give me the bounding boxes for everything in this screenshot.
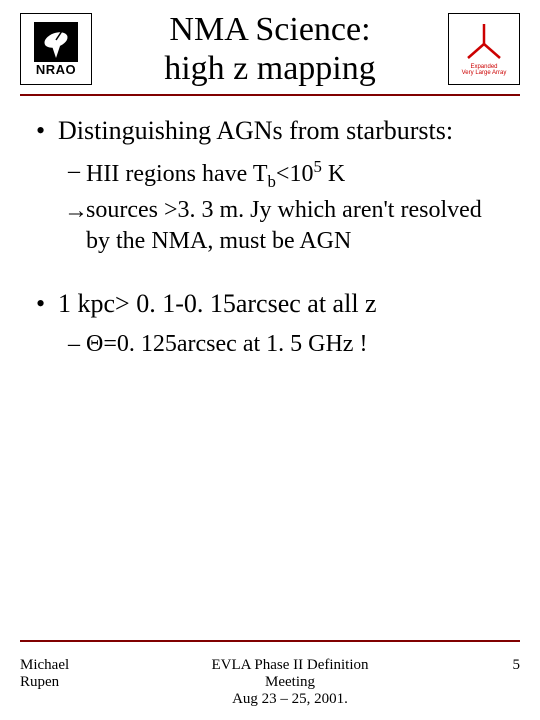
bullet-1a: HII regions have Tb<105 K [68,156,510,193]
evla-logo: Expanded Very Large Array [448,13,520,85]
title-line-1: NMA Science: [169,11,370,48]
bullet-2a: Θ=0. 125arcsec at 1. 5 GHz ! [68,329,510,360]
header: NRAO NMA Science: high z mapping Expande… [0,0,540,88]
nrao-logo-text: NRAO [36,62,76,77]
spacer [40,259,510,287]
dish-icon [34,22,78,62]
rule-top [20,94,520,96]
evla-logo-text: Expanded Very Large Array [462,64,507,77]
footer-meeting: EVLA Phase II Definition Meeting Aug 23 … [120,657,460,708]
bullet-1b: sources >3. 3 m. Jy which aren't resolve… [68,195,510,257]
title-line-2: high z mapping [164,50,376,87]
footer-page-number: 5 [460,657,520,674]
bullet-1: Distinguishing AGNs from starbursts: [40,114,510,148]
rule-bottom [20,640,520,642]
bullet-2: 1 kpc> 0. 1-0. 15arcsec at all z [40,287,510,321]
nrao-logo: NRAO [20,13,92,85]
slide: NRAO NMA Science: high z mapping Expande… [0,0,540,720]
content: Distinguishing AGNs from starbursts: HII… [0,114,540,360]
tripod-icon [462,22,506,62]
footer: Michael Rupen EVLA Phase II Definition M… [20,657,520,708]
slide-title: NMA Science: high z mapping [92,10,448,88]
footer-author: Michael Rupen [20,657,120,691]
